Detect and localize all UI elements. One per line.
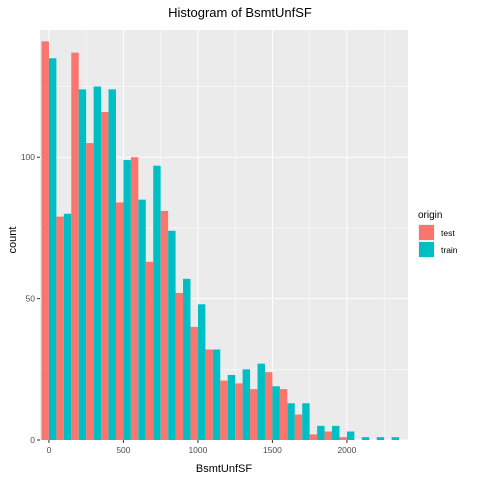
chart-title: Histogram of BsmtUnfSF xyxy=(168,5,312,20)
bar-test xyxy=(71,52,79,440)
bar-train xyxy=(287,403,295,440)
legend-label-train: train xyxy=(441,245,458,255)
bar-test xyxy=(205,349,213,440)
bar-test xyxy=(101,112,109,440)
x-axis: 0 500 1000 1500 2000 xyxy=(47,440,357,455)
bar-train xyxy=(93,86,102,440)
bar-test xyxy=(41,41,49,441)
y-tick-label: 50 xyxy=(26,294,36,304)
bar-test xyxy=(160,210,169,440)
bar-train xyxy=(78,89,87,441)
bar-test xyxy=(264,372,273,440)
bar-test xyxy=(175,292,184,440)
bar-test xyxy=(190,326,198,440)
bar-train xyxy=(153,165,161,441)
bar-train xyxy=(391,437,400,440)
bar-test xyxy=(324,431,333,440)
x-tick-label: 1500 xyxy=(263,445,282,455)
y-axis: 0 50 100 xyxy=(21,152,40,445)
bar-train xyxy=(302,403,310,440)
bar-train xyxy=(197,304,206,440)
x-tick-label: 2000 xyxy=(337,445,356,455)
x-tick-label: 500 xyxy=(116,445,130,455)
bar-test xyxy=(339,437,347,440)
legend-label-test: test xyxy=(441,228,455,238)
x-tick-label: 1000 xyxy=(188,445,207,455)
bar-test xyxy=(294,414,303,440)
bar-train xyxy=(108,89,116,441)
y-axis-title: count xyxy=(7,227,19,254)
bars xyxy=(41,41,400,441)
bar-train xyxy=(227,374,236,440)
legend-title: origin xyxy=(418,210,442,221)
bar-test xyxy=(115,202,124,440)
bar-train xyxy=(183,278,191,440)
bar-test xyxy=(309,434,318,440)
bar-train xyxy=(63,213,72,440)
y-tick-label: 0 xyxy=(30,435,35,445)
bar-train xyxy=(168,230,176,440)
bar-train xyxy=(123,160,131,440)
bar-test xyxy=(56,216,64,440)
bar-train xyxy=(272,386,280,440)
bar-train xyxy=(242,369,251,440)
bar-train xyxy=(332,425,340,440)
bar-train xyxy=(346,431,355,440)
bar-test xyxy=(130,157,139,440)
bar-train xyxy=(361,437,370,440)
bar-train xyxy=(257,363,265,440)
bar-test xyxy=(145,261,154,440)
legend-swatch-test xyxy=(419,225,434,240)
bar-test xyxy=(250,389,258,440)
legend: origin test train xyxy=(418,210,458,258)
bar-test xyxy=(235,383,243,440)
x-tick-label: 0 xyxy=(47,445,52,455)
bar-test xyxy=(86,143,94,440)
bar-test xyxy=(220,380,228,440)
bar-test xyxy=(279,389,288,440)
bar-train xyxy=(317,425,325,440)
bar-train xyxy=(376,437,385,440)
legend-swatch-train xyxy=(419,242,434,257)
y-tick-label: 100 xyxy=(21,152,35,162)
bar-train xyxy=(212,349,221,440)
bar-train xyxy=(48,58,57,440)
bar-train xyxy=(138,199,146,440)
x-axis-title: BsmtUnfSF xyxy=(196,463,253,475)
